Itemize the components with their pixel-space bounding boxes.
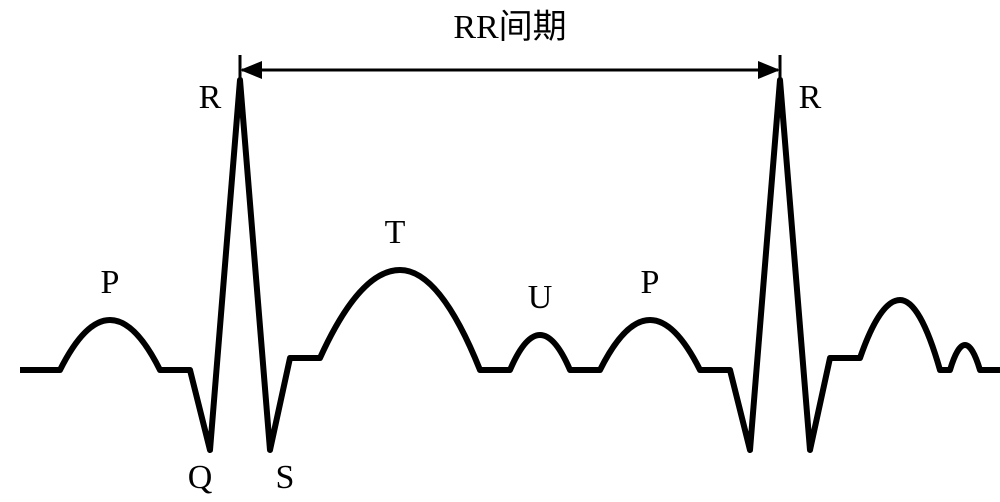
rr-arrowhead-left xyxy=(240,61,262,79)
wave-label-p1: P xyxy=(101,264,120,301)
rr-arrowhead-right xyxy=(758,61,780,79)
wave-label-r1: R xyxy=(199,79,222,116)
wave-label-u1: U xyxy=(528,279,553,316)
wave-label-q1: Q xyxy=(188,459,213,496)
wave-label-t1: T xyxy=(385,214,406,251)
rr-interval-annotation: RR间期 xyxy=(240,9,780,95)
ecg-diagram: RR间期 P R Q S T U P R xyxy=(0,0,1000,502)
wave-label-s1: S xyxy=(276,459,295,496)
ecg-waveform-path xyxy=(20,80,1000,450)
wave-label-p2: P xyxy=(641,264,660,301)
wave-label-r2: R xyxy=(799,79,822,116)
rr-interval-label: RR间期 xyxy=(453,9,566,46)
